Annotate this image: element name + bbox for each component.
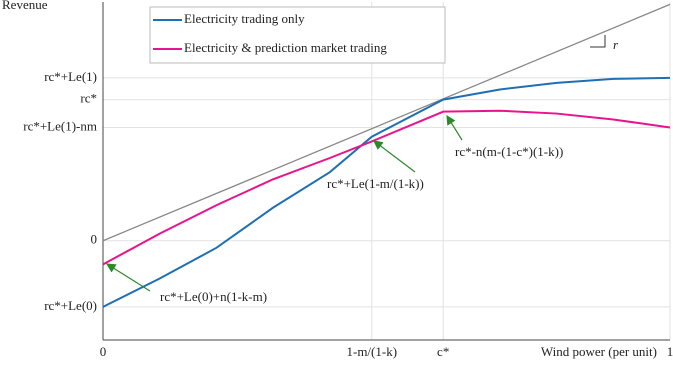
series-line (102, 76, 671, 308)
annotation-arrow (105, 263, 151, 292)
x-axis-label: Wind power (per unit) (541, 344, 657, 359)
x-tick-label: c* (437, 344, 449, 359)
annotation-arrow (446, 114, 463, 141)
reference-line (102, 3, 671, 242)
annotation: rc*+Le(0)+n(1-k-m) (160, 289, 267, 304)
y-tick-label: rc*+Le(1)-nm (23, 118, 97, 133)
y-tick-label: rc*+Le(1) (44, 69, 97, 84)
annotation: rc*-n(m-(1-c*)(1-k)) (455, 144, 563, 159)
y-tick-label: rc*+Le(0) (44, 298, 97, 313)
legend-label: Electricity & prediction market trading (184, 40, 387, 55)
annotation-arrow (373, 140, 416, 173)
y-axis-label: Revenue (2, 0, 48, 12)
legend-box (149, 6, 446, 64)
y-tick-label: 0 (91, 232, 98, 247)
series-line (102, 109, 671, 266)
x-tick-label: 1-m/(1-k) (346, 344, 397, 359)
x-tick-label: 0 (100, 344, 107, 359)
slope-label: r (613, 37, 619, 52)
legend-label: Electricity trading only (184, 11, 305, 26)
annotation: rc*+Le(1-m/(1-k)) (327, 176, 424, 191)
y-tick-label: rc* (80, 91, 97, 106)
slope-marker (590, 35, 606, 48)
x-tick-label: 1 (667, 344, 673, 359)
